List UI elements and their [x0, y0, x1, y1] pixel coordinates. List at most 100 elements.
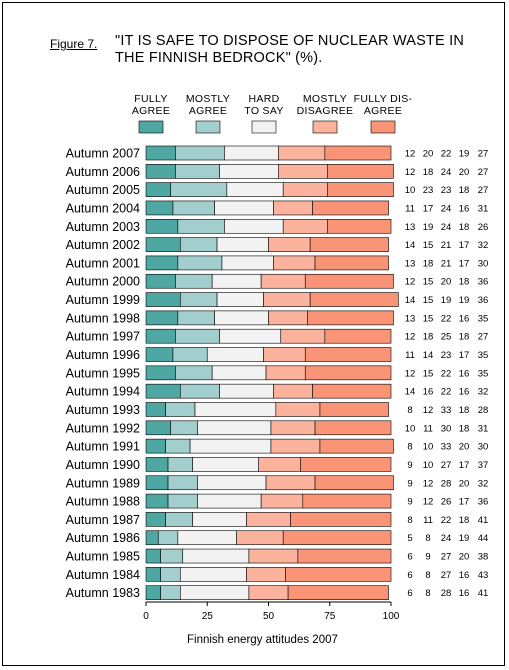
bar-segment	[157, 530, 179, 546]
bar-segment	[297, 548, 392, 564]
bar-segment	[145, 475, 169, 491]
bar-segment	[326, 164, 394, 179]
bar-segment	[145, 200, 174, 216]
value-label: 10	[405, 423, 416, 434]
legend-label: FULLY DIS- AGREE	[343, 93, 423, 117]
x-tick-label: 100	[383, 611, 400, 622]
value-label: 20	[459, 478, 470, 489]
value-label: 14	[405, 295, 416, 306]
category-label: Autumn 1987	[66, 513, 140, 527]
value-label: 17	[459, 240, 470, 251]
bar-segment	[309, 237, 389, 252]
value-label: 11	[405, 203, 415, 214]
bar-segment	[175, 273, 213, 289]
value-label: 18	[459, 277, 470, 288]
value-label: 5	[407, 533, 412, 544]
value-label: 18	[459, 332, 470, 343]
bar-segment	[219, 328, 282, 344]
value-label: 27	[441, 460, 452, 471]
value-label: 21	[441, 258, 452, 269]
value-label: 15	[423, 368, 434, 379]
value-label: 20	[441, 277, 452, 288]
category-label: Autumn 1998	[66, 311, 140, 325]
value-label: 28	[478, 405, 489, 416]
value-label: 38	[478, 552, 489, 563]
bar-segment	[324, 328, 392, 344]
bar-segment	[282, 218, 328, 234]
figure-frame: Figure 7. "IT IS SAFE TO DISPOSE OF NUCL…	[2, 2, 505, 666]
value-label: 35	[478, 350, 489, 361]
bar-segment	[145, 420, 171, 436]
bar-segment	[260, 493, 304, 509]
bar-segment	[224, 218, 284, 234]
bar-segment	[194, 402, 277, 417]
value-label: 18	[423, 167, 434, 178]
bar-segment	[246, 512, 291, 527]
value-label: 11	[405, 350, 415, 361]
value-label: 41	[478, 515, 489, 526]
value-label: 12	[405, 149, 416, 160]
figure-label: Figure 7.	[50, 37, 98, 51]
value-label: 18	[423, 258, 434, 269]
value-label: 19	[441, 295, 452, 306]
value-label: 22	[441, 313, 452, 324]
bar-segment	[165, 438, 191, 454]
bar-segment	[216, 237, 269, 252]
value-label: 31	[478, 423, 489, 434]
bar-segment	[160, 548, 184, 564]
bar-segment	[145, 182, 171, 197]
value-label: 37	[478, 460, 489, 471]
bar-segment	[145, 438, 166, 454]
value-label: 20	[459, 552, 470, 563]
bar-segment	[145, 310, 179, 326]
category-label: Autumn 2002	[66, 238, 140, 252]
bar-segment	[180, 292, 218, 307]
bar-segment	[326, 218, 392, 234]
value-label: 22	[441, 387, 452, 398]
bar-segment	[275, 402, 321, 417]
bar-segment	[270, 420, 316, 436]
chart-footer: Finnish energy attitudes 2007	[187, 634, 338, 646]
value-label: 35	[478, 368, 489, 379]
bar-segment	[282, 182, 328, 197]
category-label: Autumn 2006	[66, 165, 140, 179]
category-label: Autumn 2005	[66, 183, 140, 197]
value-label: 9	[407, 478, 412, 489]
category-label: Autumn 2001	[66, 256, 140, 270]
bar-segment	[260, 273, 306, 289]
x-tick-label: 75	[324, 611, 336, 622]
legend-label-line2: AGREE	[188, 105, 228, 117]
value-label: 16	[459, 368, 470, 379]
legend-swatch	[195, 120, 221, 134]
legend-label: MOSTLY DISAGREE	[285, 93, 365, 117]
category-label: Autumn 1984	[66, 568, 140, 582]
bar-segment	[145, 457, 169, 472]
bar-segment	[192, 512, 247, 527]
legend-label-line2: TO SAY	[244, 105, 284, 117]
bar-segment	[160, 567, 181, 582]
value-label: 24	[441, 167, 452, 178]
bar-segment	[145, 383, 181, 399]
value-label: 33	[441, 405, 452, 416]
bar-segment	[287, 585, 389, 600]
category-label: Autumn 1997	[66, 330, 140, 344]
bar-segment	[214, 200, 274, 216]
value-label: 13	[405, 258, 416, 269]
category-label: Autumn 1994	[66, 385, 140, 399]
bar-segment	[258, 457, 301, 472]
bar-segment	[304, 365, 392, 381]
bar-segment	[177, 310, 215, 326]
bar-segment	[236, 530, 284, 546]
value-label: 8	[407, 405, 412, 416]
value-label: 8	[425, 588, 430, 599]
bar-segment	[265, 475, 316, 491]
value-label: 16	[459, 588, 470, 599]
bar-segment	[302, 493, 392, 509]
bar-segment	[182, 548, 250, 564]
bar-segment	[268, 237, 311, 252]
value-label: 21	[441, 240, 452, 251]
value-label: 33	[441, 442, 452, 453]
value-label: 22	[441, 368, 452, 379]
legend-swatch	[370, 120, 396, 134]
bar-segment	[319, 438, 394, 454]
